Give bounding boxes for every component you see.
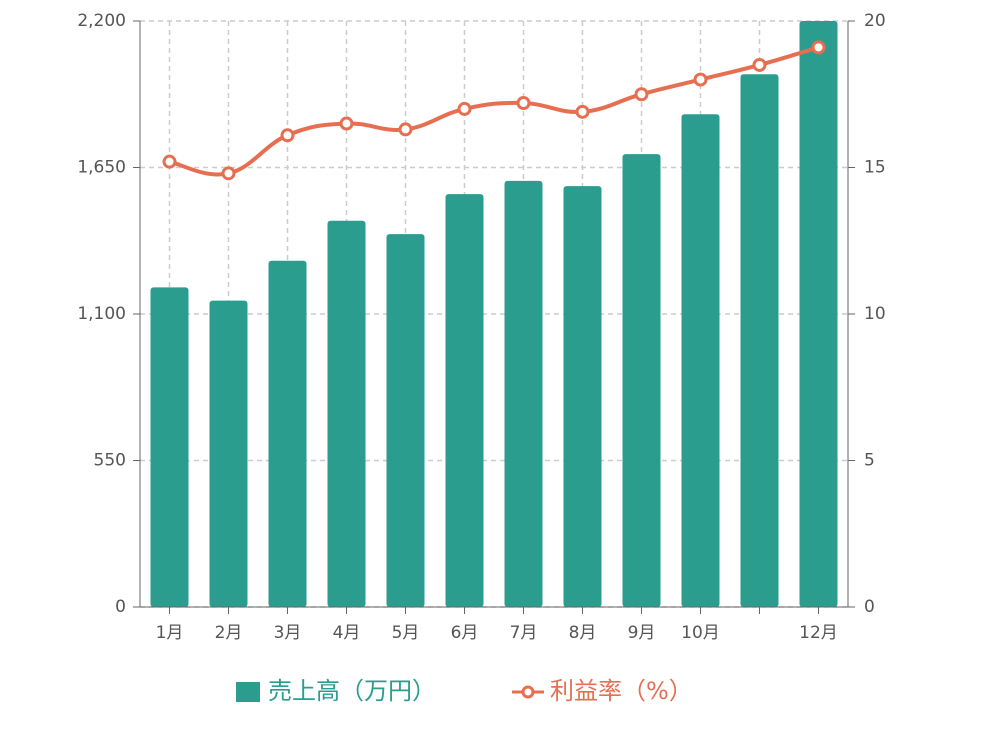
line [168,45,820,177]
bar [681,114,720,608]
line-marker [162,154,177,169]
x-tick-label: 5月 [392,623,420,643]
bar [268,260,307,607]
bar [150,287,189,607]
legend-marker [521,685,535,699]
line-marker [398,122,413,137]
line-marker [221,166,236,181]
line-marker [457,101,472,116]
x-tick-label: 4月 [333,623,361,643]
y2-tick-label: 15 [864,158,886,178]
bar [327,220,366,608]
x-tick-label: 10月 [681,623,720,643]
x-tick-label: 12月 [799,623,838,643]
x-tick-label: 7月 [510,623,538,643]
x-tick-label: 2月 [215,623,243,643]
y2-tick-label: 20 [864,11,886,31]
x-tick-label: 8月 [569,623,597,643]
x-tick-label: 3月 [274,623,302,643]
y2-tick-label: 10 [864,304,886,324]
y-tick-label: 1,100 [77,304,126,324]
y-tick-label: 2,200 [77,11,126,31]
line-marker [634,87,649,102]
legend-text: 売上高（万円） [268,677,436,705]
x-tick-label: 6月 [451,623,479,643]
line-marker [811,40,826,55]
line-marker [693,72,708,87]
bar [799,21,838,607]
x-tick-label: 9月 [628,623,656,643]
legend-text: 利益率（%） [550,677,693,705]
y-tick-label: 0 [115,597,126,617]
line-marker [752,57,767,72]
bar [504,180,543,607]
y2-tick-label: 5 [864,451,875,471]
bar [386,234,425,607]
y-tick-label: 1,650 [77,158,126,178]
bar [740,74,779,608]
bar [209,300,248,607]
line-marker [575,104,590,119]
x-tick-label: 1月 [156,623,184,643]
bar [622,154,661,607]
bar [445,194,484,608]
legend-swatch [236,682,260,702]
bar [563,186,602,608]
line-marker [280,128,295,143]
y-tick-label: 550 [94,451,126,471]
line-marker [516,96,531,111]
y2-tick-label: 0 [864,597,875,617]
line-marker [339,116,354,131]
